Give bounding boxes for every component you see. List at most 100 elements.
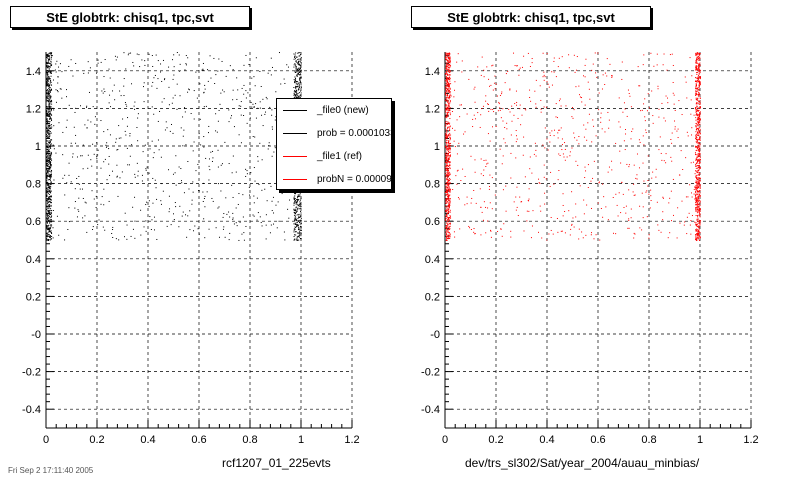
scatter-point (698, 81, 700, 83)
scatter-point (699, 159, 701, 161)
scatter-point (697, 238, 699, 240)
scatter-point (448, 140, 450, 142)
scatter-point (48, 108, 50, 110)
scatter-point (98, 219, 100, 221)
scatter-point (531, 225, 533, 227)
scatter-point (670, 220, 672, 222)
scatter-point (293, 202, 295, 204)
scatter-point (695, 210, 697, 212)
scatter-point (53, 109, 55, 111)
scatter-point (182, 211, 184, 213)
scatter-point (698, 89, 700, 91)
scatter-point (445, 194, 447, 196)
scatter-point (695, 122, 697, 124)
scatter-point (47, 91, 49, 93)
scatter-point (458, 198, 460, 200)
scatter-point (76, 177, 78, 179)
scatter-point (82, 168, 84, 170)
scatter-point (46, 173, 48, 175)
scatter-point (266, 98, 268, 100)
scatter-point (449, 145, 451, 147)
scatter-point (630, 106, 632, 108)
scatter-point (137, 140, 139, 142)
scatter-point (534, 90, 536, 92)
scatter-point (699, 205, 701, 207)
scatter-point (126, 224, 128, 226)
scatter-point (695, 134, 697, 136)
scatter-point (164, 78, 166, 80)
scatter-point (446, 163, 448, 165)
scatter-point (628, 189, 630, 191)
scatter-point (696, 80, 698, 82)
scatter-point (189, 229, 191, 231)
scatter-point (232, 89, 234, 91)
scatter-point (448, 182, 450, 184)
scatter-point (49, 106, 51, 108)
scatter-point (698, 187, 700, 189)
scatter-point (694, 93, 696, 95)
scatter-point (489, 202, 491, 204)
scatter-point (48, 95, 50, 97)
scatter-point (506, 122, 508, 124)
scatter-point (299, 79, 301, 81)
scatter-point (295, 95, 297, 97)
scatter-point (103, 76, 105, 78)
scatter-point (122, 118, 124, 120)
scatter-point (208, 165, 210, 167)
scatter-point (697, 89, 699, 91)
scatter-point (294, 222, 296, 224)
scatter-point (468, 78, 470, 80)
scatter-point (695, 229, 697, 231)
scatter-point (296, 56, 298, 58)
scatter-point (687, 196, 689, 198)
scatter-point (611, 76, 613, 78)
scatter-point (49, 169, 51, 171)
scatter-point (644, 98, 646, 100)
scatter-point (447, 101, 449, 103)
scatter-point (46, 66, 48, 68)
scatter-point (296, 190, 298, 192)
scatter-point (50, 232, 52, 234)
scatter-point (696, 190, 698, 192)
scatter-point (553, 60, 555, 62)
scatter-point (571, 116, 573, 118)
scatter-point (698, 59, 700, 61)
scatter-point (695, 222, 697, 224)
scatter-point (447, 136, 449, 138)
scatter-point (255, 117, 257, 119)
scatter-point (447, 229, 449, 231)
scatter-point (549, 134, 551, 136)
scatter-point (256, 219, 258, 221)
scatter-point (140, 209, 142, 211)
scatter-point (446, 87, 448, 89)
scatter-point (293, 94, 295, 96)
scatter-point (681, 114, 683, 116)
scatter-point (53, 179, 55, 181)
scatter-point (594, 52, 596, 54)
scatter-point (50, 220, 52, 222)
scatter-point (47, 201, 49, 203)
scatter-point (157, 120, 159, 122)
scatter-point (46, 90, 48, 92)
legend-label: prob = 0.0001033 (317, 128, 391, 139)
scatter-point (243, 84, 245, 86)
scatter-point (295, 68, 297, 70)
scatter-point (543, 164, 545, 166)
scatter-point (585, 170, 587, 172)
scatter-point (696, 113, 698, 115)
scatter-point (48, 137, 50, 139)
scatter-point (521, 66, 523, 68)
scatter-point (674, 120, 676, 122)
scatter-point (659, 136, 661, 138)
scatter-point (490, 108, 492, 110)
scatter-point (253, 195, 255, 197)
scatter-point (296, 90, 298, 92)
scatter-point (699, 213, 701, 215)
scatter-point (241, 233, 243, 235)
scatter-point (178, 166, 180, 168)
scatter-point (447, 208, 449, 210)
scatter-point (696, 102, 698, 104)
scatter-point (298, 204, 300, 206)
scatter-point (47, 182, 49, 184)
scatter-point (696, 215, 698, 217)
